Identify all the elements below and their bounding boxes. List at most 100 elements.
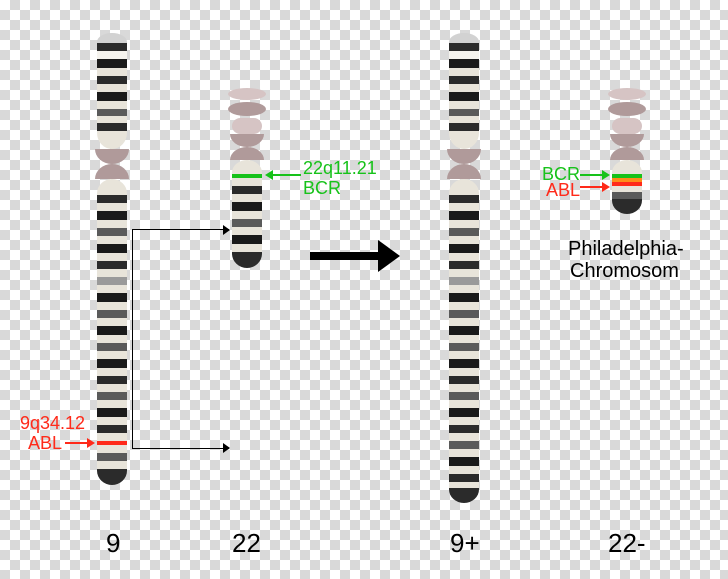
band-50 [449,488,479,503]
band-0 [449,33,479,43]
band-35 [97,368,127,376]
band-15 [449,203,479,211]
band-47 [97,461,127,469]
chromosome-c9p [449,33,479,503]
band-36 [449,376,479,384]
band-10 [97,116,127,123]
band-42 [97,425,127,433]
band-31 [97,335,127,343]
band-12 [449,131,479,149]
band-6 [612,192,642,199]
band-29 [449,318,479,326]
band-28 [97,310,127,318]
diagram-stage: 9q34.12ABL22q11.21BCRBCRABLPhiladelphia-… [0,0,728,579]
abl-gene-label: ABL [28,433,62,454]
band-41 [449,417,479,425]
swap-bracket-icon [132,229,229,449]
band-1 [97,43,127,51]
band-4 [97,68,127,76]
band-9 [449,109,479,116]
centromere [610,134,644,160]
band-37 [449,384,479,392]
band-24 [449,277,479,285]
band-38 [97,392,127,400]
band-24 [97,277,127,285]
band-6 [232,202,262,211]
band-0 [612,118,642,134]
band-22 [449,261,479,269]
band-41 [97,417,127,425]
band-48 [97,469,127,485]
centromere [230,134,264,160]
band-6 [97,84,127,92]
band-34 [449,359,479,368]
band-27 [449,302,479,310]
band-37 [97,384,127,392]
band-18 [449,228,479,236]
chr9p-label: 9+ [450,528,480,559]
satellite-1 [608,102,646,116]
band-40 [449,408,479,417]
band-23 [449,269,479,277]
band-23 [97,269,127,277]
band-43 [97,433,127,441]
band-22 [97,261,127,269]
band-25 [449,285,479,293]
band-5 [449,76,479,84]
band-30 [97,326,127,335]
band-10 [232,235,262,244]
band-11 [449,123,479,131]
band-21 [449,253,479,261]
band-3 [97,59,127,68]
translocation-arrow-icon [310,239,400,273]
abl-result-label: ABL [546,180,580,201]
band-7 [612,199,642,214]
band-43 [449,433,479,441]
band-45 [97,445,127,453]
band-31 [449,335,479,343]
satellite-0 [228,88,266,100]
band-20 [97,244,127,253]
band-1 [232,160,262,174]
chr9-label: 9 [106,528,120,559]
chromosome-c22 [232,104,262,268]
band-19 [97,236,127,244]
band-2 [97,51,127,59]
band-12 [232,252,262,268]
band-28 [449,310,479,318]
bcr-locus-label: 22q11.21 [303,158,377,179]
band-7 [97,92,127,101]
chr22-label: 22 [232,528,261,559]
band-0 [232,118,262,134]
philadelphia-label-2: Chromosom [570,260,679,283]
band-33 [449,351,479,359]
chr22m-label: 22- [608,528,646,559]
band-4 [232,186,262,194]
band-30 [449,326,479,335]
band-26 [449,293,479,302]
band-10 [449,116,479,123]
band-8 [449,101,479,109]
band-14 [97,195,127,203]
centromere [447,149,481,179]
band-12 [97,131,127,149]
abl-pointer-arrow-icon [65,438,95,448]
band-38 [449,392,479,400]
band-40 [97,408,127,417]
band-46 [97,453,127,461]
band-11 [97,123,127,131]
band-9 [97,109,127,116]
satellite-0 [608,88,646,100]
band-17 [97,220,127,228]
satellite-1 [228,102,266,116]
band-3 [449,59,479,68]
band-27 [97,302,127,310]
band-1 [612,160,642,174]
philadelphia-label-1: Philadelphia- [568,238,684,261]
band-8 [232,219,262,227]
band-13 [449,179,479,195]
band-2 [449,51,479,59]
band-42 [449,425,479,433]
band-5 [232,194,262,202]
centromere [95,149,129,179]
